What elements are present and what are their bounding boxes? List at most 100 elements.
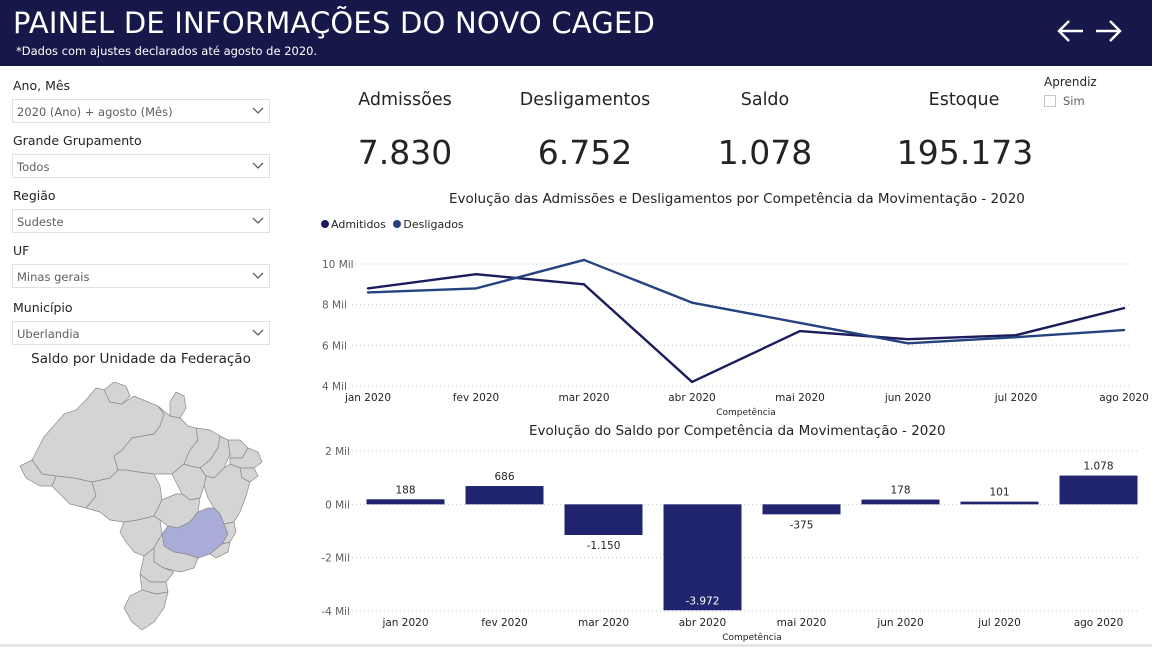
data-point [1014, 336, 1018, 339]
forward-button[interactable] [1091, 14, 1125, 48]
data-point [1122, 328, 1126, 332]
legend-item-desligados[interactable]: Desligados [393, 218, 464, 231]
x-tick-label: jan 2020 [344, 392, 391, 404]
state-mato-grosso [85, 469, 163, 523]
y-tick-label: 2 Mil [325, 446, 350, 458]
data-point [798, 329, 802, 333]
data-point [366, 291, 370, 294]
y-tick-label: 0 Mil [325, 499, 350, 511]
arrow-right-icon [1096, 20, 1122, 42]
data-point [582, 283, 586, 286]
dropdown-ano-mes[interactable]: 2020 (Ano) + agosto (Mês) [12, 99, 270, 123]
legend-label: Desligados [403, 218, 464, 231]
aprendiz-checkbox[interactable] [1044, 95, 1056, 107]
y-tick-label: 6 Mil [322, 340, 347, 352]
bottom-divider [0, 644, 1152, 647]
data-label: -3.972 [686, 595, 720, 607]
chevron-down-icon [252, 107, 264, 114]
filter-label-regiao: Região [13, 188, 56, 203]
dropdown-regiao[interactable]: Sudeste [12, 209, 270, 233]
legend-item-admitidos[interactable]: Admitidos [321, 218, 386, 231]
data-point [906, 338, 910, 341]
bar-chart[interactable]: -4 Mil -2 Mil 0 Mil 2 Mil 188 jan 2020 686 fev … [300, 440, 1152, 644]
y-tick-label: 10 Mil [322, 259, 354, 271]
chevron-down-icon [252, 162, 264, 169]
kpi-admissoes-value: 7.830 [357, 133, 453, 172]
filter-label-uf: UF [13, 243, 30, 258]
back-button[interactable] [1054, 14, 1088, 48]
x-tick-label: jan 2020 [381, 617, 428, 629]
line-chart[interactable]: 4 Mil 6 Mil 8 Mil 10 Mil jan 2020 fev 2020 mar… [300, 250, 1152, 420]
x-tick-label: abr 2020 [668, 392, 715, 404]
kpi-estoque-label: Estoque [928, 90, 1000, 110]
data-point [474, 272, 478, 276]
header-bar: PAINEL DE INFORMAÇÕES DO NOVO CAGED *Dad… [0, 0, 1152, 66]
state-amapa [169, 391, 187, 419]
chevron-down-icon [252, 272, 264, 279]
data-point [1014, 333, 1018, 337]
data-label: -1.150 [587, 540, 621, 552]
bar [663, 504, 742, 611]
chevron-down-icon [252, 217, 264, 224]
bar [960, 501, 1039, 505]
data-label: 188 [395, 484, 415, 496]
kpi-estoque-value: 195.173 [896, 133, 1034, 172]
x-axis-label: Competência [722, 632, 782, 643]
x-tick-label: mai 2020 [777, 617, 827, 629]
data-point [582, 258, 586, 262]
x-tick-label: ago 2020 [1074, 617, 1124, 629]
line-chart-legend: Admitidos Desligados [321, 218, 468, 231]
data-point [690, 301, 694, 304]
aprendiz-title: Aprendiz [1044, 75, 1097, 89]
filter-label-grande-grupamento: Grande Grupamento [13, 133, 142, 148]
x-tick-label: jun 2020 [884, 392, 931, 404]
kpi-desligamentos-label: Desligamentos [519, 90, 651, 110]
bar [861, 499, 940, 505]
kpi-saldo-value: 1.078 [717, 133, 813, 172]
x-tick-label: fev 2020 [481, 617, 527, 629]
bar [762, 504, 841, 515]
dropdown-grande-grupamento[interactable]: Todos [12, 154, 270, 178]
state-acre [19, 459, 57, 487]
data-point [1122, 306, 1126, 310]
bar [366, 499, 445, 505]
bar-chart-title: Evolução do Saldo por Competência da Mov… [529, 423, 946, 439]
legend-dot [321, 220, 329, 228]
legend-dot [393, 220, 402, 228]
data-label: -375 [790, 519, 814, 531]
data-point [798, 321, 802, 325]
brazil-map[interactable] [14, 382, 270, 632]
y-tick-label: -2 Mil [321, 553, 350, 565]
state-rio [209, 541, 231, 559]
dropdown-uf[interactable]: Minas gerais [12, 264, 270, 288]
arrow-left-icon [1057, 20, 1083, 42]
series-line-desligados [367, 258, 1125, 345]
data-label: 101 [989, 487, 1009, 499]
x-tick-label: ago 2020 [1099, 392, 1149, 404]
x-tick-label: mar 2020 [558, 392, 609, 404]
state-roraima [103, 382, 131, 405]
data-label: 686 [494, 471, 514, 483]
x-tick-label: jul 2020 [994, 392, 1038, 404]
bar [1059, 475, 1138, 505]
series-line-admitidos [367, 272, 1125, 384]
kpi-admissoes-label: Admissões [358, 90, 452, 110]
x-tick-label: fev 2020 [453, 392, 499, 404]
y-tick-label: -4 Mil [321, 606, 350, 618]
line-chart-title: Evolução das Admissões e Desligamentos p… [449, 191, 1025, 207]
dropdown-value: Todos [17, 160, 50, 174]
x-tick-label: abr 2020 [679, 617, 726, 629]
dropdown-value: 2020 (Ano) + agosto (Mês) [17, 105, 173, 119]
dropdown-municipio[interactable]: Uberlandia [12, 321, 270, 345]
filter-label-ano-mes: Ano, Mês [13, 78, 71, 93]
kpi-desligamentos-value: 6.752 [537, 133, 633, 172]
dropdown-value: Sudeste [17, 215, 64, 229]
dropdown-value: Uberlandia [17, 327, 80, 341]
chevron-down-icon [252, 329, 264, 336]
data-point [906, 342, 910, 345]
data-point [366, 287, 370, 290]
data-point [474, 287, 478, 290]
x-tick-label: mai 2020 [775, 392, 825, 404]
state-rio-grande-sul [123, 589, 169, 631]
